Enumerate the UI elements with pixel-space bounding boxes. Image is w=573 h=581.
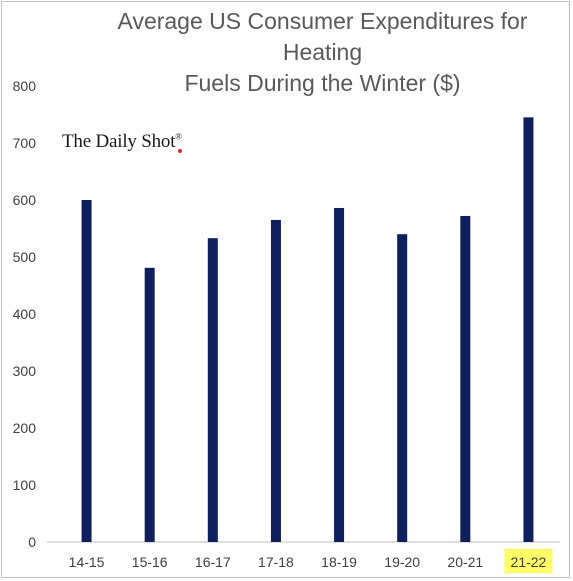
- bar-17-18: [270, 219, 281, 542]
- x-tick-label-17-18: 17-18: [258, 554, 294, 570]
- highlight-box-21-22: [504, 549, 553, 573]
- chart-title: Average US Consumer Expenditures for Hea…: [80, 6, 565, 99]
- x-tick-label-21-22: 21-22: [511, 554, 547, 570]
- bar-20-21: [460, 215, 471, 542]
- x-tick-label-18-19: 18-19: [321, 554, 357, 570]
- y-tick-label-700: 700: [13, 135, 37, 151]
- x-tick-label-15-16: 15-16: [132, 554, 168, 570]
- y-tick-label-200: 200: [13, 420, 37, 436]
- x-tick-label-19-20: 19-20: [384, 554, 420, 570]
- logo-text: The Daily Shot: [62, 131, 176, 152]
- bar-15-16: [144, 267, 155, 542]
- y-tick-label-100: 100: [13, 477, 37, 493]
- x-tick-label-20-21: 20-21: [447, 554, 483, 570]
- x-axis-ticks: 14-15 15-16 16-17 17-18 18-19 19-20 20-21 21-22: [69, 554, 547, 570]
- logo-registered-mark: ®: [175, 131, 182, 142]
- y-tick-label-500: 500: [13, 249, 37, 265]
- bar-16-17: [207, 238, 218, 542]
- highlight-layer: [504, 549, 553, 573]
- x-tick-label-14-15: 14-15: [69, 554, 105, 570]
- the-daily-shot-logo: The Daily Shot®: [62, 131, 182, 153]
- y-tick-label-300: 300: [13, 363, 37, 379]
- chart-title-line-2: Fuels During the Winter ($): [184, 70, 461, 96]
- bar-18-19: [334, 207, 345, 543]
- bar-14-15: [81, 200, 92, 542]
- bar-19-20: [397, 234, 408, 542]
- y-tick-label-0: 0: [28, 534, 36, 550]
- chart-title-line-1: Average US Consumer Expenditures for Hea…: [117, 8, 528, 65]
- y-tick-label-600: 600: [13, 192, 37, 208]
- bar-21-22: [523, 117, 534, 542]
- y-tick-label-800: 800: [13, 78, 37, 94]
- y-axis-ticks: 0 100 200 300 400 500 600 700 800: [13, 78, 37, 550]
- bars: [81, 117, 534, 543]
- x-tick-label-16-17: 16-17: [195, 554, 231, 570]
- y-tick-label-400: 400: [13, 306, 37, 322]
- logo-red-dot: [178, 149, 182, 153]
